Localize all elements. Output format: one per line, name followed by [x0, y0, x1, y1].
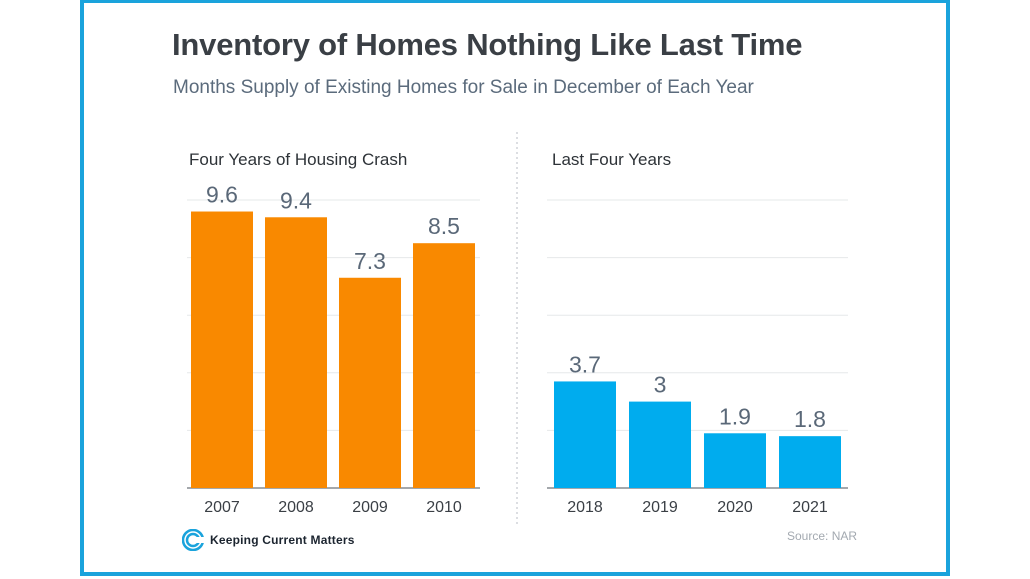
x-tick-label-2020: 2020: [717, 499, 753, 516]
bar-2009: [339, 277, 401, 488]
x-tick-label-2019: 2019: [642, 499, 678, 516]
bar-2021: [779, 436, 841, 488]
x-tick-label-2010: 2010: [426, 499, 462, 516]
bar-2020: [704, 433, 766, 488]
panel-title-crash: Four Years of Housing Crash: [189, 150, 408, 169]
value-label-2008: 9.4: [280, 187, 312, 213]
x-tick-label-2021: 2021: [792, 499, 828, 516]
bar-2010: [413, 243, 475, 488]
bar-2019: [629, 401, 691, 488]
bar-2008: [265, 217, 327, 488]
x-tick-label-2009: 2009: [352, 499, 388, 516]
x-tick-label-2018: 2018: [567, 499, 603, 516]
value-label-2019: 3: [654, 372, 667, 398]
value-label-2010: 8.5: [428, 213, 460, 239]
x-tick-label-2007: 2007: [204, 499, 240, 516]
panel-title-recent: Last Four Years: [552, 150, 672, 169]
source-note: Source: NAR: [787, 529, 858, 543]
bar-2007: [191, 211, 253, 488]
kcm-logo: Keeping Current Matters: [182, 528, 355, 552]
kcm-logo-icon: [182, 529, 204, 551]
chart-title: Inventory of Homes Nothing Like Last Tim…: [172, 27, 803, 62]
value-label-2021: 1.8: [794, 406, 826, 432]
value-label-2007: 9.6: [206, 182, 238, 208]
x-tick-label-2008: 2008: [278, 499, 314, 516]
kcm-logo-text: Keeping Current Matters: [210, 533, 355, 547]
value-label-2018: 3.7: [569, 351, 601, 377]
bar-2018: [554, 381, 616, 488]
chart-subtitle: Months Supply of Existing Homes for Sale…: [173, 77, 754, 98]
value-label-2020: 1.9: [719, 403, 751, 429]
value-label-2009: 7.3: [354, 248, 386, 274]
